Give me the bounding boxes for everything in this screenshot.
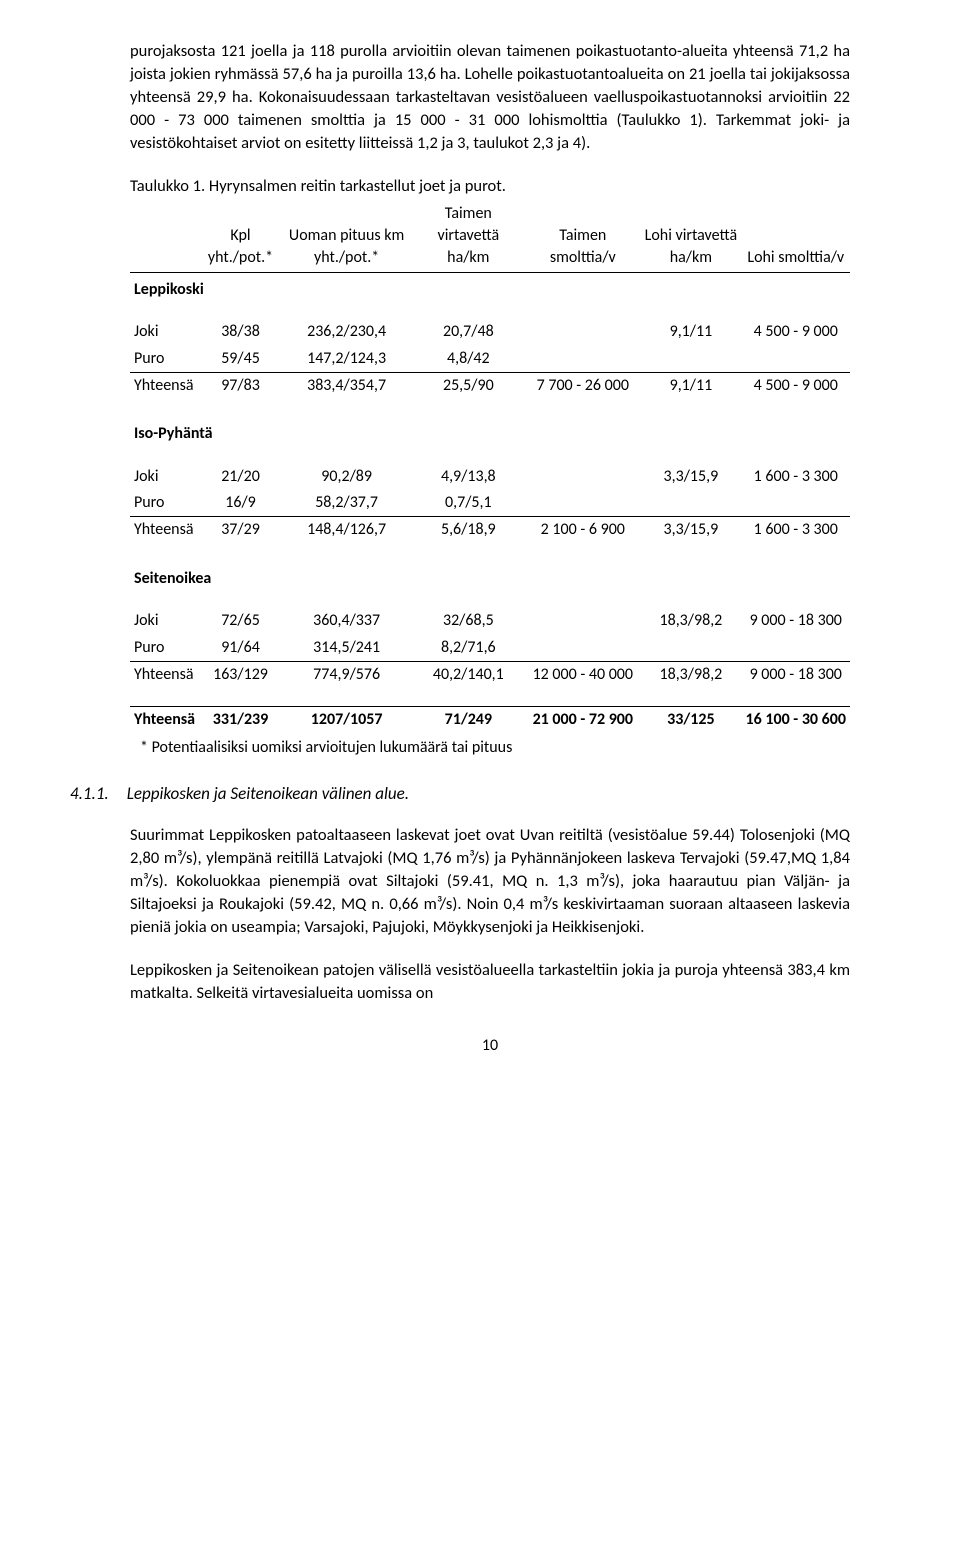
table-row: Puro59/45147,2/124,34,8/42 xyxy=(130,346,850,373)
table-row: Puro16/958,2/37,70,7/5,1 xyxy=(130,490,850,517)
table-row-sum: Yhteensä37/29148,4/126,75,6/18,92 100 - … xyxy=(130,517,850,544)
th-kpl: Kpl yht./pot.* xyxy=(199,201,282,273)
table-row: Puro91/64314,5/2418,2/71,6 xyxy=(130,635,850,662)
table-row-sum: Yhteensä163/129774,9/57640,2/140,112 000… xyxy=(130,662,850,689)
th-lohi-sm: Lohi smolttia/v xyxy=(742,201,851,273)
paragraph-body-1: Suurimmat Leppikosken patoaltaaseen lask… xyxy=(130,824,850,939)
table-row: Joki38/38236,2/230,420,7/489,1/114 500 -… xyxy=(130,319,850,345)
data-table: Kpl yht./pot.* Uoman pituus km yht./pot.… xyxy=(130,201,850,734)
heading-title: Leppikosken ja Seitenoikean välinen alue… xyxy=(127,782,409,806)
paragraph-intro: purojaksosta 121 joella ja 118 purolla a… xyxy=(130,40,850,155)
section-heading: 4.1.1. Leppikosken ja Seitenoikean välin… xyxy=(70,782,850,806)
th-uoman: Uoman pituus km yht./pot.* xyxy=(282,201,411,273)
paragraph-body-2: Leppikosken ja Seitenoikean patojen väli… xyxy=(130,959,850,1005)
page-number: 10 xyxy=(130,1035,850,1057)
th-taimen-sm: Taimen smolttia/v xyxy=(525,201,640,273)
table-caption: Taulukko 1. Hyrynsalmen reitin tarkastel… xyxy=(130,175,850,198)
heading-number: 4.1.1. xyxy=(70,782,109,806)
section-leppikoski: Leppikoski xyxy=(130,272,850,319)
table-row-sum: Yhteensä97/83383,4/354,725,5/907 700 - 2… xyxy=(130,372,850,399)
table-row: Joki21/2090,2/894,9/13,83,3/15,91 600 - … xyxy=(130,464,850,490)
th-lohi-ha: Lohi virtavettä ha/km xyxy=(640,201,741,273)
th-blank xyxy=(130,201,199,273)
table-row: Joki72/65360,4/33732/68,518,3/98,29 000 … xyxy=(130,608,850,634)
table-row-grand: Yhteensä331/2391207/105771/24921 000 - 7… xyxy=(130,706,850,733)
section-seitenoikea: Seitenoikea xyxy=(130,562,850,608)
th-taimen-ha: Taimen virtavettä ha/km xyxy=(411,201,525,273)
table-footnote: * Potentiaalisiksi uomiksi arvioitujen l… xyxy=(130,737,850,759)
section-iso-pyhanta: Iso-Pyhäntä xyxy=(130,417,850,463)
